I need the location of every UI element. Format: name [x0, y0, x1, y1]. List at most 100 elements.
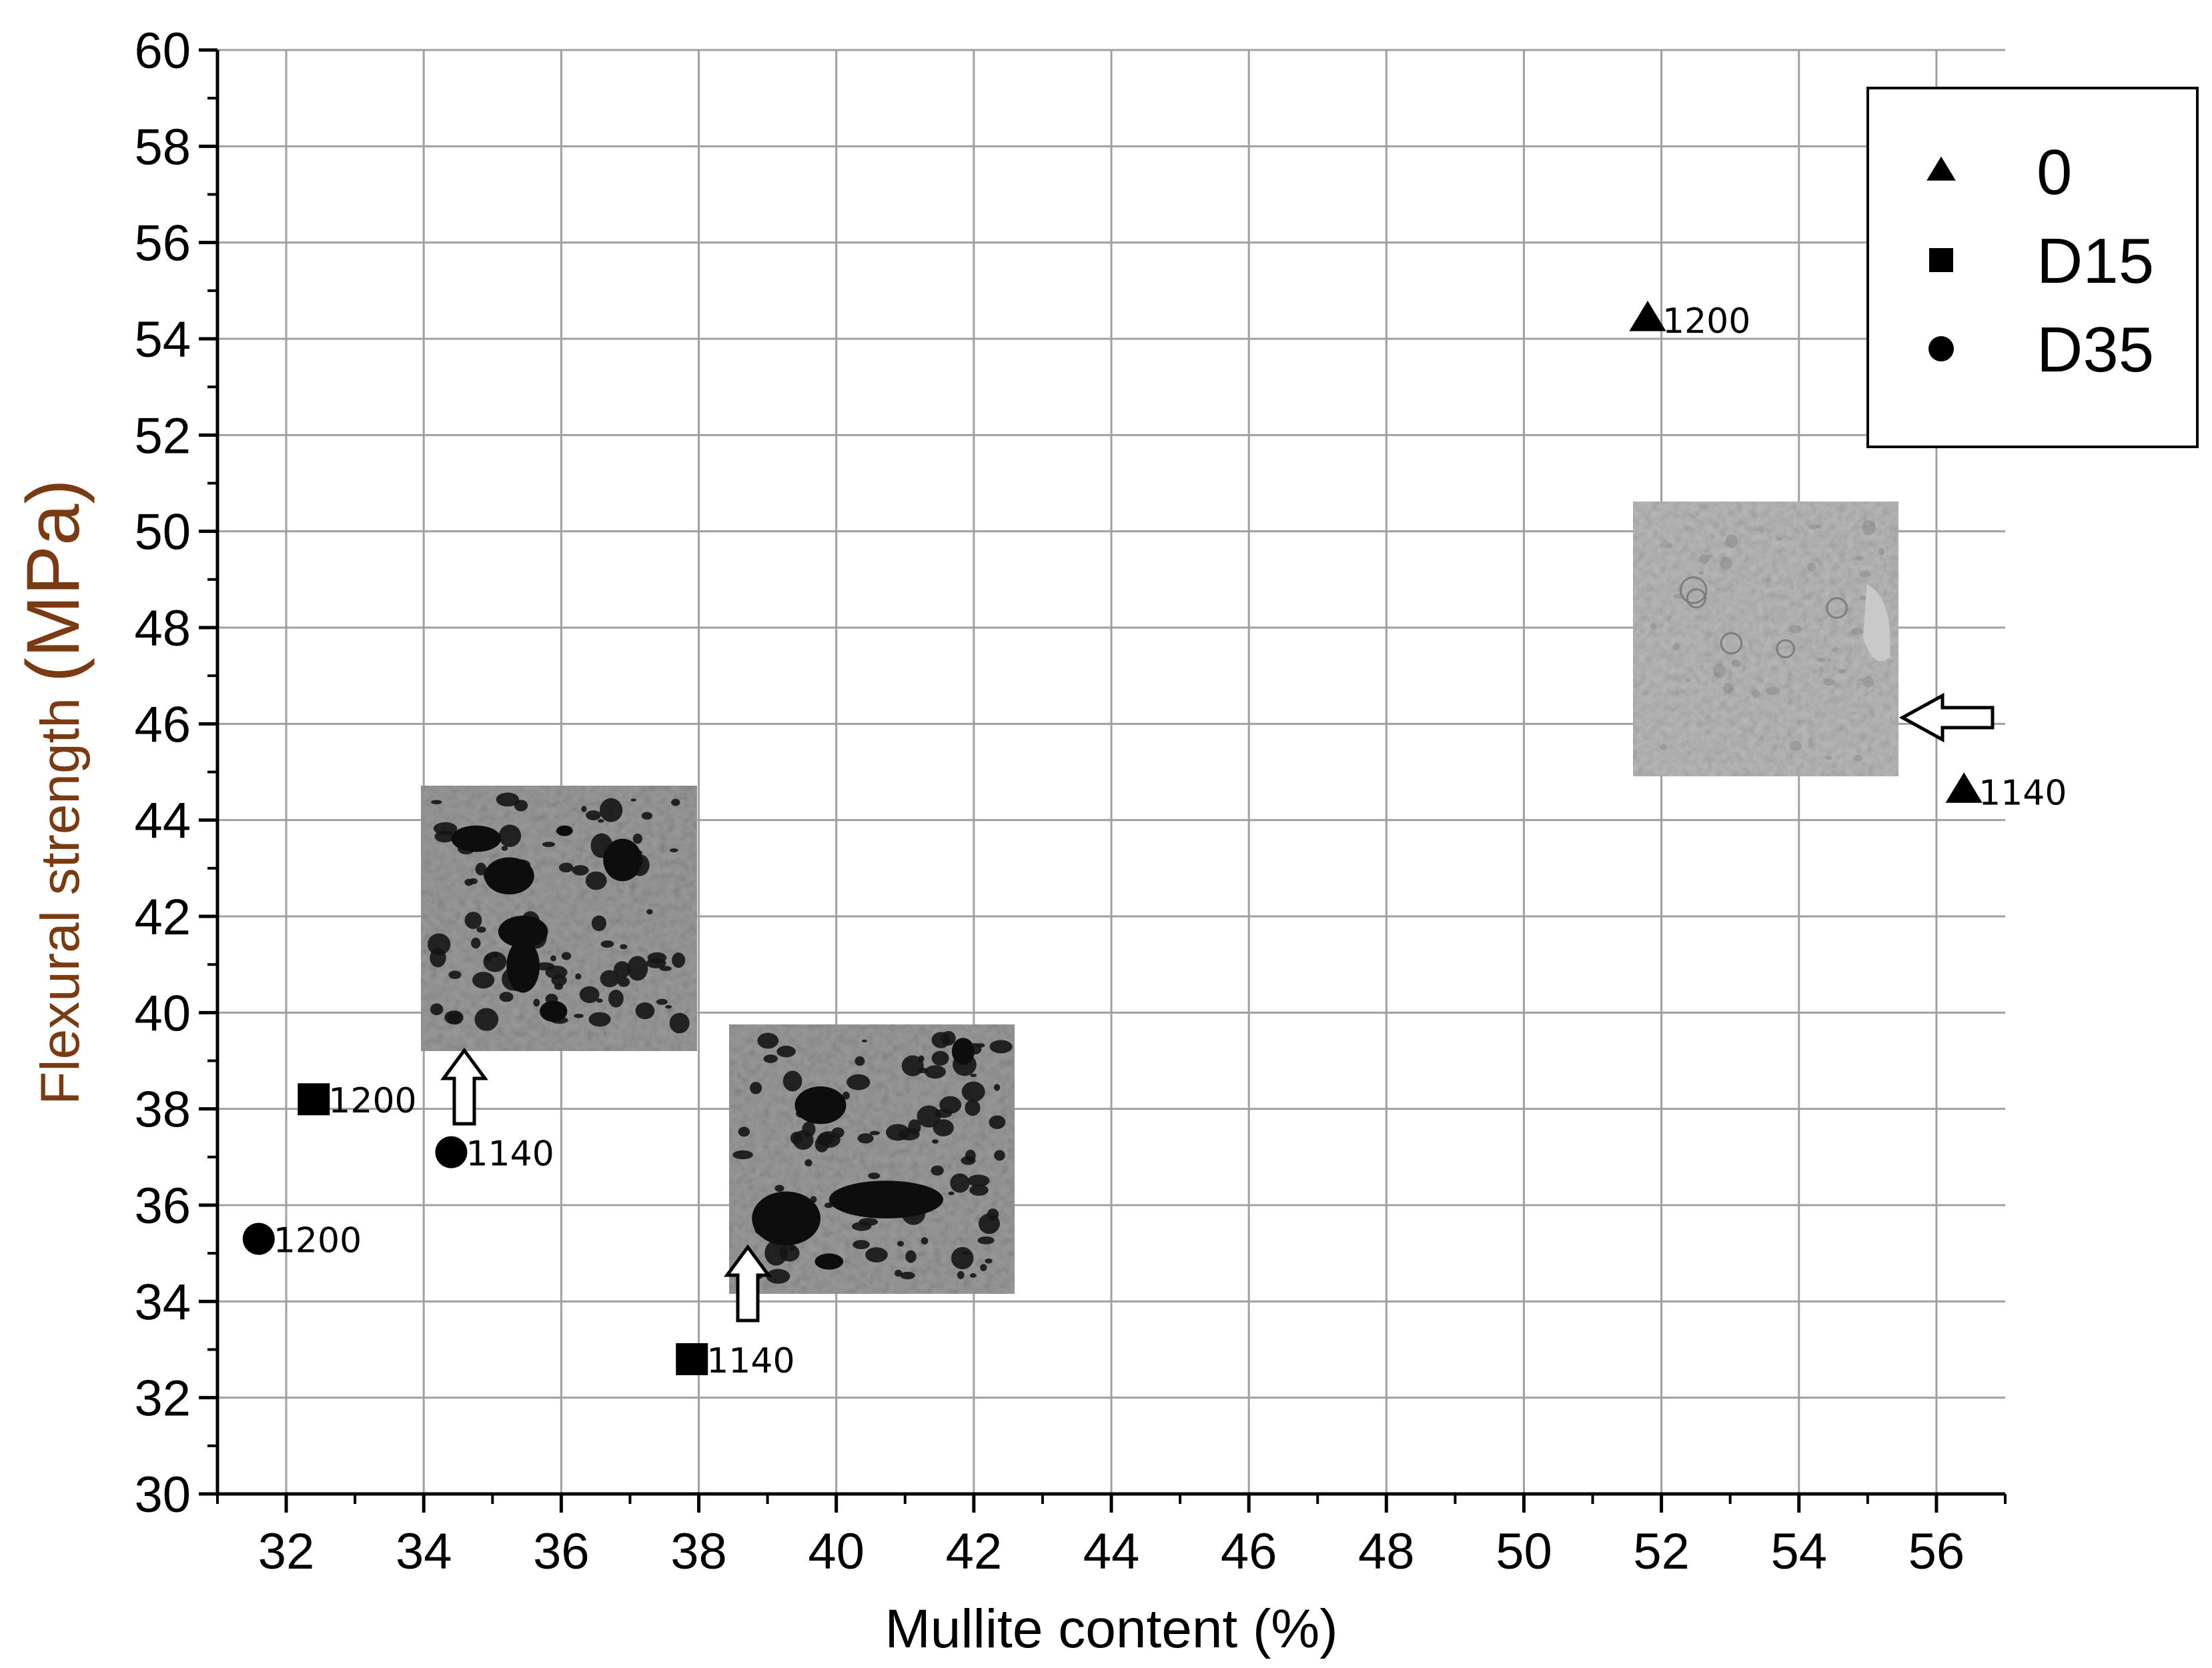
- inset-smooth-region: [1863, 584, 1890, 662]
- inset-pore: [1660, 744, 1667, 750]
- inset-micrograph-d15-1140: [729, 1024, 1015, 1294]
- inset-pore: [591, 915, 607, 932]
- inset-pore: [804, 1159, 812, 1167]
- y-tick-label: 52: [134, 407, 191, 464]
- inset-pore: [554, 983, 564, 990]
- inset-pore: [750, 1082, 762, 1094]
- inset-pore: [962, 1250, 971, 1255]
- inset-pore: [788, 1244, 796, 1251]
- inset-pore: [933, 1119, 954, 1136]
- y-axis-title-text: Flexural strength: [30, 682, 91, 1105]
- inset-pore: [1698, 571, 1704, 576]
- inset-pore: [646, 909, 653, 915]
- inset-pore: [600, 970, 620, 988]
- inset-pore: [1858, 678, 1864, 681]
- legend-label: 0: [2037, 137, 2072, 208]
- inset-pore: [444, 1010, 462, 1024]
- inset-pore: [448, 970, 462, 979]
- inset-pore: [472, 972, 495, 989]
- data-point-label: 1140: [1979, 773, 2067, 813]
- inset-large-pore: [451, 825, 502, 852]
- inset-pore: [632, 833, 643, 844]
- y-tick-label: 46: [134, 696, 191, 753]
- inset-pore: [542, 842, 556, 848]
- y-tick-label: 36: [134, 1178, 191, 1234]
- x-tick-label: 32: [258, 1523, 315, 1580]
- inset-pore: [646, 958, 666, 968]
- x-tick-label: 38: [670, 1523, 727, 1580]
- data-points: 1200 1140 1200 1140 1200 1140: [242, 300, 2067, 1381]
- inset-pore: [1878, 548, 1885, 556]
- inset-large-pore: [814, 1253, 844, 1270]
- inset-pore: [490, 951, 499, 958]
- x-tick-label: 52: [1633, 1523, 1690, 1580]
- inset-background: [1633, 502, 1898, 776]
- inset-pore: [1766, 686, 1780, 696]
- inset-pore: [627, 956, 648, 981]
- inset-pore: [868, 1172, 881, 1180]
- inset-pore: [533, 998, 540, 1007]
- inset-pore: [1862, 520, 1876, 536]
- inset-pore: [917, 1105, 941, 1128]
- inset-pore: [464, 912, 482, 929]
- inset-pore: [1856, 556, 1864, 561]
- inset-pore: [579, 986, 600, 1003]
- inset-pore: [1751, 689, 1760, 698]
- inset-pore: [950, 1173, 970, 1193]
- y-tick-label: 60: [134, 23, 191, 79]
- inset-pore: [641, 812, 652, 820]
- inset-pore: [969, 1273, 977, 1278]
- inset-pore: [1862, 676, 1874, 688]
- inset-pore: [1788, 625, 1802, 634]
- x-tick-label: 54: [1770, 1523, 1827, 1580]
- inset-pore: [941, 1030, 956, 1046]
- inset-large-pore: [556, 825, 573, 836]
- data-point-circle: [435, 1136, 468, 1168]
- inset-pore: [550, 955, 556, 962]
- inset-pore: [951, 1246, 974, 1270]
- inset-pore: [1807, 563, 1816, 572]
- inset-pore: [672, 952, 686, 968]
- x-tick-label: 42: [946, 1523, 1003, 1580]
- inset-pore: [558, 862, 574, 873]
- inset-pore: [1719, 556, 1732, 570]
- inset-pore: [763, 1054, 778, 1063]
- inset-pore: [496, 792, 520, 807]
- inset-pore: [900, 1271, 915, 1280]
- y-tick-label: 42: [134, 889, 191, 946]
- inset-pore: [969, 1184, 989, 1196]
- inset-pore: [1714, 672, 1721, 677]
- micrograph-insets: [421, 502, 1995, 1323]
- inset-pore: [977, 1236, 995, 1244]
- x-tick-label: 48: [1358, 1523, 1415, 1580]
- inset-pore: [613, 961, 630, 979]
- legend-label: D35: [2037, 314, 2154, 385]
- data-point-label: 1200: [273, 1221, 362, 1261]
- y-axis-title: Flexural strength (MPa): [11, 479, 95, 1104]
- inset-pore: [989, 1040, 1013, 1054]
- data-point-label: 1140: [466, 1134, 554, 1174]
- inset-pore: [474, 1008, 499, 1031]
- inset-pore: [776, 1045, 796, 1058]
- inset-pore: [782, 1070, 802, 1092]
- x-tick-label: 56: [1908, 1523, 1965, 1580]
- y-tick-label: 40: [134, 985, 191, 1042]
- inset-pore: [764, 1240, 788, 1266]
- inset-pore: [471, 937, 481, 949]
- inset-pore: [818, 1132, 835, 1145]
- x-axis-title: Mullite content (%): [885, 1599, 1337, 1659]
- inset-large-pore: [540, 1000, 568, 1022]
- inset-pore: [561, 952, 572, 960]
- inset-pore-ring: [1826, 597, 1848, 619]
- inset-pore: [1825, 756, 1833, 760]
- inset-pore: [427, 933, 451, 956]
- inset-pore: [905, 1250, 917, 1263]
- inset-micrograph-0-1140: [1633, 502, 1898, 776]
- inset-pore: [1699, 554, 1710, 564]
- data-point-square: [298, 1083, 330, 1116]
- y-tick-label: 38: [134, 1082, 191, 1138]
- inset-large-pore: [506, 939, 540, 993]
- inset-pore: [670, 798, 680, 806]
